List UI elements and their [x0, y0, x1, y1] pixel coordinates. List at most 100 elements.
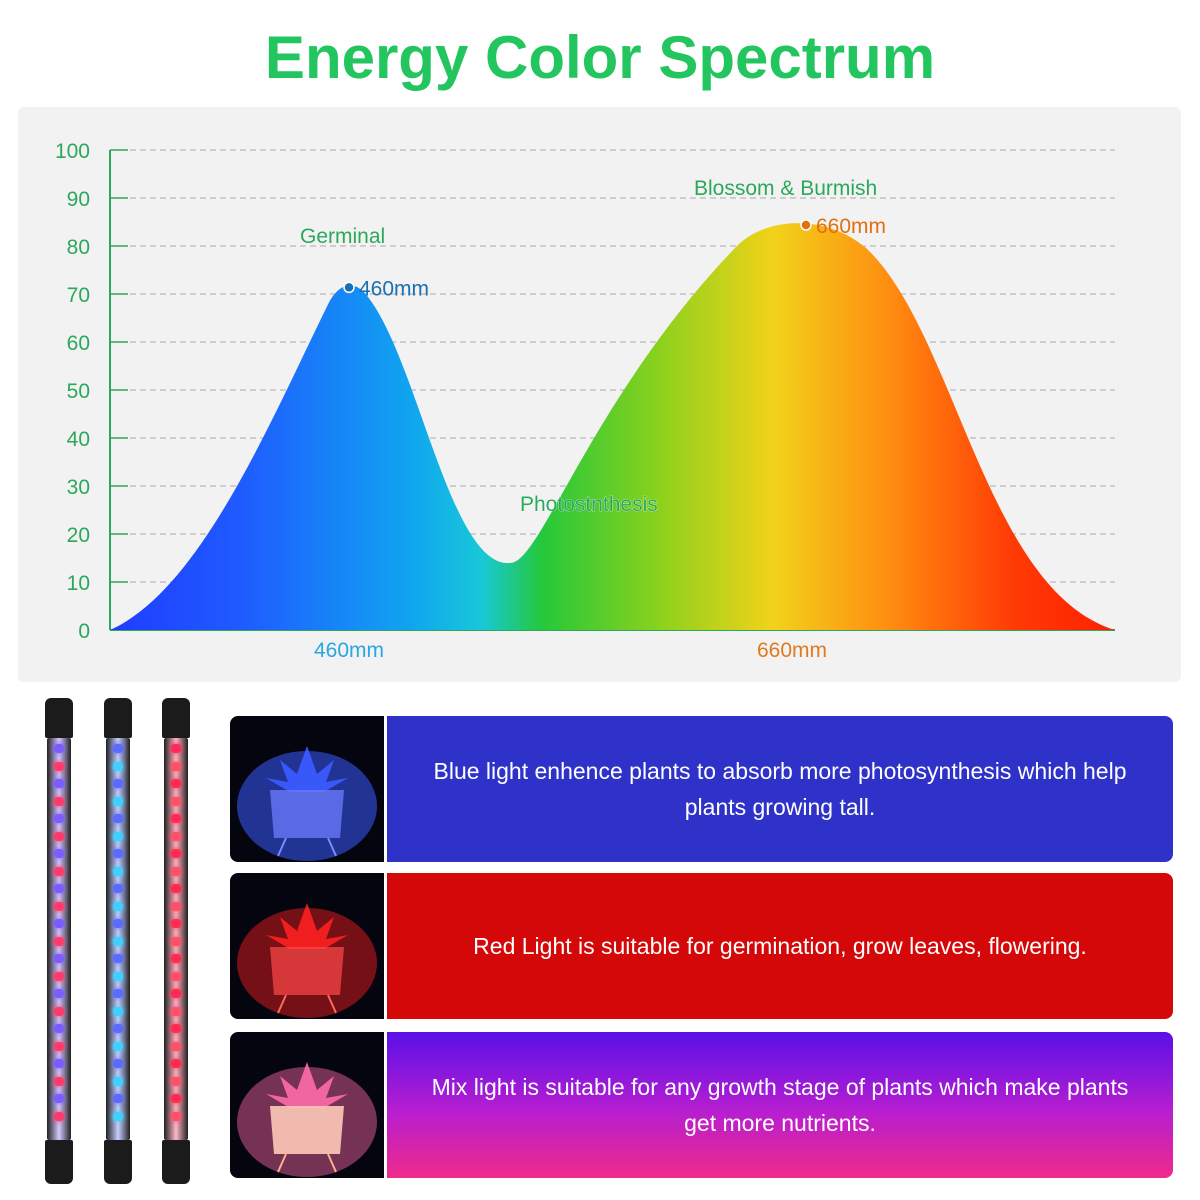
led-dot: [171, 1059, 181, 1068]
led-dot: [54, 1024, 64, 1033]
led-dot: [171, 901, 181, 911]
annotations: Germinal 460mm Blossom & Burmish 660mm Photo…: [300, 177, 886, 516]
divider: [384, 1032, 387, 1178]
led-dot: [113, 796, 123, 806]
lamp-cap-bottom: [104, 1140, 132, 1184]
label-germinal: Germinal: [300, 225, 385, 248]
y-tick-label: 60: [67, 332, 90, 355]
led-dot: [54, 1111, 64, 1121]
led-lamp-mixed: [45, 698, 73, 1184]
led-dot: [54, 1059, 64, 1068]
label-photosynthesis: Photostnthesis: [520, 493, 658, 516]
y-tick-label: 50: [67, 380, 90, 403]
led-dot: [54, 744, 64, 753]
led-dot: [54, 1076, 64, 1086]
led-dot: [113, 989, 123, 998]
label-peak-red: 660mm: [816, 215, 886, 238]
led-dot: [54, 919, 64, 928]
plant-pot-icon: [237, 903, 377, 1018]
lamp-cap-top: [45, 698, 73, 738]
led-dot: [54, 849, 64, 858]
lamp-cap-bottom: [45, 1140, 73, 1184]
lamp-tube: [47, 738, 71, 1140]
led-dot: [171, 814, 181, 823]
peak-marker-red: [800, 219, 812, 231]
led-dot: [171, 954, 181, 963]
info-text-blue-light: Blue light enhence plants to absorb more…: [433, 758, 1127, 820]
led-dot: [113, 954, 123, 963]
y-tick-label: 90: [67, 188, 90, 211]
led-dot: [113, 779, 123, 788]
led-dot: [171, 884, 181, 893]
led-lamp-red: [162, 698, 190, 1184]
info-row-blue-light: Blue light enhence plants to absorb more…: [230, 716, 1173, 862]
spectrum-area: [110, 223, 1115, 630]
page-title: Energy Color Spectrum: [264, 24, 936, 91]
x-tick-labels: 460mm 660mm: [314, 639, 827, 662]
led-dot: [54, 796, 64, 806]
y-tick-label: 40: [67, 428, 90, 451]
led-dot: [113, 831, 123, 841]
y-tick-label: 100: [55, 140, 90, 163]
info-row-red-light: Red Light is suitable for germination, g…: [230, 873, 1173, 1019]
led-dot: [54, 936, 64, 946]
y-tick-label: 70: [67, 284, 90, 307]
info-text-box: Mix light is suitable for any growth sta…: [387, 1032, 1173, 1178]
info-row-mix-light: Mix light is suitable for any growth sta…: [230, 1032, 1173, 1178]
plant-photo-mix: [230, 1032, 384, 1178]
led-dot: [171, 1111, 181, 1121]
led-dot: [54, 971, 64, 981]
y-tick-label: 80: [67, 236, 90, 259]
plant-pot-icon: [237, 746, 377, 861]
led-dot: [171, 1076, 181, 1086]
led-dot: [54, 884, 64, 893]
led-dot: [54, 866, 64, 876]
spectrum-chart: 0 10 20 30 40 50 60 70 80 90 100 460mm 660mm Germin…: [55, 140, 1115, 662]
led-dot: [171, 744, 181, 753]
y-tick-label: 0: [78, 620, 90, 643]
led-dot: [171, 779, 181, 788]
led-dot: [171, 1094, 181, 1103]
led-dot: [54, 761, 64, 771]
led-dot: [54, 1094, 64, 1103]
led-dot: [171, 849, 181, 858]
lamp-cap-bottom: [162, 1140, 190, 1184]
led-dot: [113, 814, 123, 823]
led-dot: [113, 1006, 123, 1016]
led-dot: [171, 1024, 181, 1033]
led-dot: [113, 1111, 123, 1121]
led-dot: [113, 744, 123, 753]
led-dot: [113, 936, 123, 946]
plant-photo-blue: [230, 716, 384, 862]
y-tick-label: 30: [67, 476, 90, 499]
info-text-mix-light: Mix light is suitable for any growth sta…: [431, 1074, 1129, 1136]
led-dot: [113, 866, 123, 876]
divider: [384, 716, 387, 862]
led-dot: [54, 814, 64, 823]
label-blossom: Blossom & Burmish: [694, 177, 877, 200]
led-dot: [113, 919, 123, 928]
y-tick-labels: 0 10 20 30 40 50 60 70 80 90 100: [55, 140, 90, 643]
led-dot: [113, 884, 123, 893]
led-dot: [113, 1024, 123, 1033]
info-text-red-light: Red Light is suitable for germination, g…: [473, 933, 1087, 959]
led-lamp-blue: [104, 698, 132, 1184]
led-dot: [113, 1041, 123, 1051]
led-dot: [54, 831, 64, 841]
label-peak-blue: 460mm: [359, 277, 429, 300]
lamp-cap-top: [104, 698, 132, 738]
led-dot: [113, 1076, 123, 1086]
lamp-tube: [164, 738, 188, 1140]
plant-pot-icon: [237, 1062, 377, 1177]
led-dot: [54, 954, 64, 963]
led-dot: [54, 901, 64, 911]
led-dot: [171, 919, 181, 928]
led-dot: [113, 849, 123, 858]
x-tick-label: 460mm: [314, 639, 384, 662]
led-dot: [54, 779, 64, 788]
led-dot: [171, 1006, 181, 1016]
divider: [384, 873, 387, 1019]
led-dot: [171, 989, 181, 998]
peak-marker-blue: [343, 281, 355, 294]
led-dot: [171, 971, 181, 981]
